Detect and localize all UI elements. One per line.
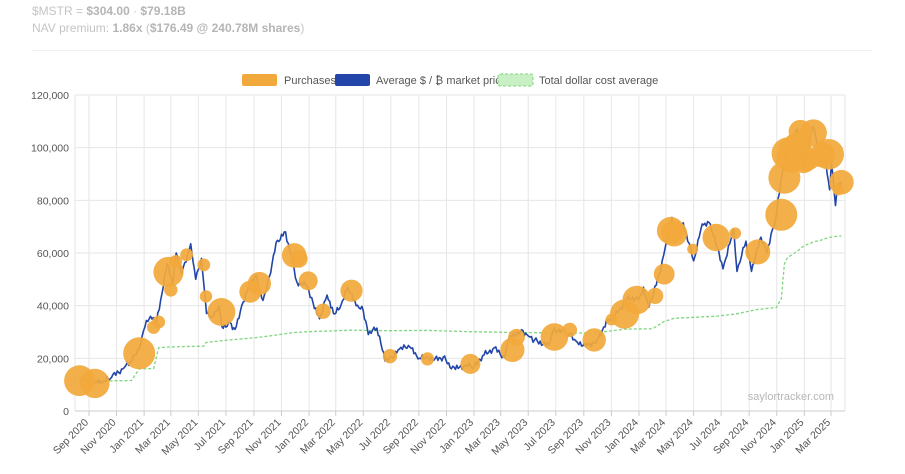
y-axis: 0 20,000 40,000 60,000 80,000 100,000 120,000 bbox=[31, 90, 69, 418]
purchase-bubble[interactable] bbox=[702, 223, 730, 252]
legend-swatch-cost-average[interactable] bbox=[497, 73, 534, 87]
purchase-bubble[interactable] bbox=[152, 315, 166, 329]
y-tick-label: 80,000 bbox=[37, 195, 69, 207]
nav-open-paren: ( bbox=[142, 21, 150, 35]
y-tick-label: 60,000 bbox=[37, 248, 69, 260]
purchase-bubble[interactable] bbox=[582, 328, 606, 352]
purchase-bubble[interactable] bbox=[169, 255, 183, 268]
equals-sign: = bbox=[72, 4, 87, 18]
nav-line: NAV premium: 1.86x ($176.49 @ 240.78M sh… bbox=[32, 20, 872, 37]
purchase-bubble[interactable] bbox=[298, 271, 318, 291]
purchase-bubbles bbox=[64, 119, 854, 399]
purchase-bubble[interactable] bbox=[123, 337, 156, 370]
purchase-bubble[interactable] bbox=[247, 271, 271, 296]
separator: · bbox=[129, 4, 141, 18]
y-tick-label: 120,000 bbox=[31, 90, 69, 102]
y-tick-label: 40,000 bbox=[37, 301, 69, 313]
watermark: saylortracker.com bbox=[748, 391, 834, 403]
plot-area bbox=[64, 119, 854, 399]
cost-average-line bbox=[79, 235, 842, 382]
legend-label-cost-average[interactable]: Total dollar cost average bbox=[539, 75, 658, 87]
purchase-bubble[interactable] bbox=[647, 287, 664, 304]
y-tick-label: 0 bbox=[63, 406, 69, 418]
nav-multiple: 1.86x bbox=[112, 21, 143, 35]
purchase-bubble[interactable] bbox=[829, 169, 854, 195]
market-price-line bbox=[79, 125, 843, 385]
purchase-bubble[interactable] bbox=[562, 322, 577, 338]
grid bbox=[74, 94, 846, 416]
purchase-bubble[interactable] bbox=[197, 258, 211, 272]
purchase-bubble[interactable] bbox=[80, 368, 110, 399]
purchase-bubble[interactable] bbox=[340, 279, 363, 302]
purchase-bubble[interactable] bbox=[622, 285, 651, 315]
header: $MSTR = $304.00 · $79.18B NAV premium: 1… bbox=[32, 0, 872, 37]
purchase-bubble[interactable] bbox=[164, 283, 178, 297]
legend-swatch-purchases[interactable] bbox=[242, 74, 277, 86]
purchase-bubble[interactable] bbox=[289, 249, 308, 268]
purchase-bubble[interactable] bbox=[540, 323, 569, 351]
legend-label-market-price[interactable]: Average $ / ₿ market price bbox=[376, 75, 507, 87]
ticker: $MSTR bbox=[32, 4, 73, 18]
purchase-bubble[interactable] bbox=[180, 248, 194, 262]
purchase-bubble[interactable] bbox=[199, 290, 213, 303]
purchase-bubble[interactable] bbox=[765, 198, 798, 231]
legend-label-purchases[interactable]: Purchases bbox=[284, 75, 336, 87]
purchase-bubble[interactable] bbox=[813, 139, 844, 170]
purchase-bubble[interactable] bbox=[207, 298, 236, 326]
y-tick-label: 20,000 bbox=[37, 353, 69, 365]
nav-label: NAV premium: bbox=[32, 21, 113, 35]
purchase-bubble[interactable] bbox=[729, 227, 742, 240]
purchase-bubble[interactable] bbox=[420, 352, 435, 366]
purchase-bubble[interactable] bbox=[661, 220, 688, 247]
legend: Purchases Average $ / ₿ market price Tot… bbox=[242, 73, 658, 87]
purchase-bubble[interactable] bbox=[382, 349, 398, 364]
purchase-bubble[interactable] bbox=[508, 328, 525, 346]
purchase-bubble[interactable] bbox=[687, 243, 699, 255]
market-cap: $79.18B bbox=[140, 4, 186, 18]
price-line: $MSTR = $304.00 · $79.18B bbox=[32, 3, 872, 20]
purchase-bubble[interactable] bbox=[315, 303, 331, 319]
purchase-bubble[interactable] bbox=[745, 239, 771, 265]
nav-close-paren: ) bbox=[300, 21, 305, 35]
header-divider bbox=[32, 50, 872, 51]
share-price: $304.00 bbox=[86, 4, 130, 18]
purchase-bubble[interactable] bbox=[653, 263, 675, 285]
y-tick-label: 100,000 bbox=[31, 143, 69, 155]
nav-value: $176.49 @ 240.78M shares bbox=[149, 21, 301, 35]
purchase-bubble[interactable] bbox=[460, 353, 481, 374]
purchase-bubble[interactable] bbox=[799, 119, 827, 147]
legend-swatch-market-price[interactable] bbox=[335, 74, 370, 86]
